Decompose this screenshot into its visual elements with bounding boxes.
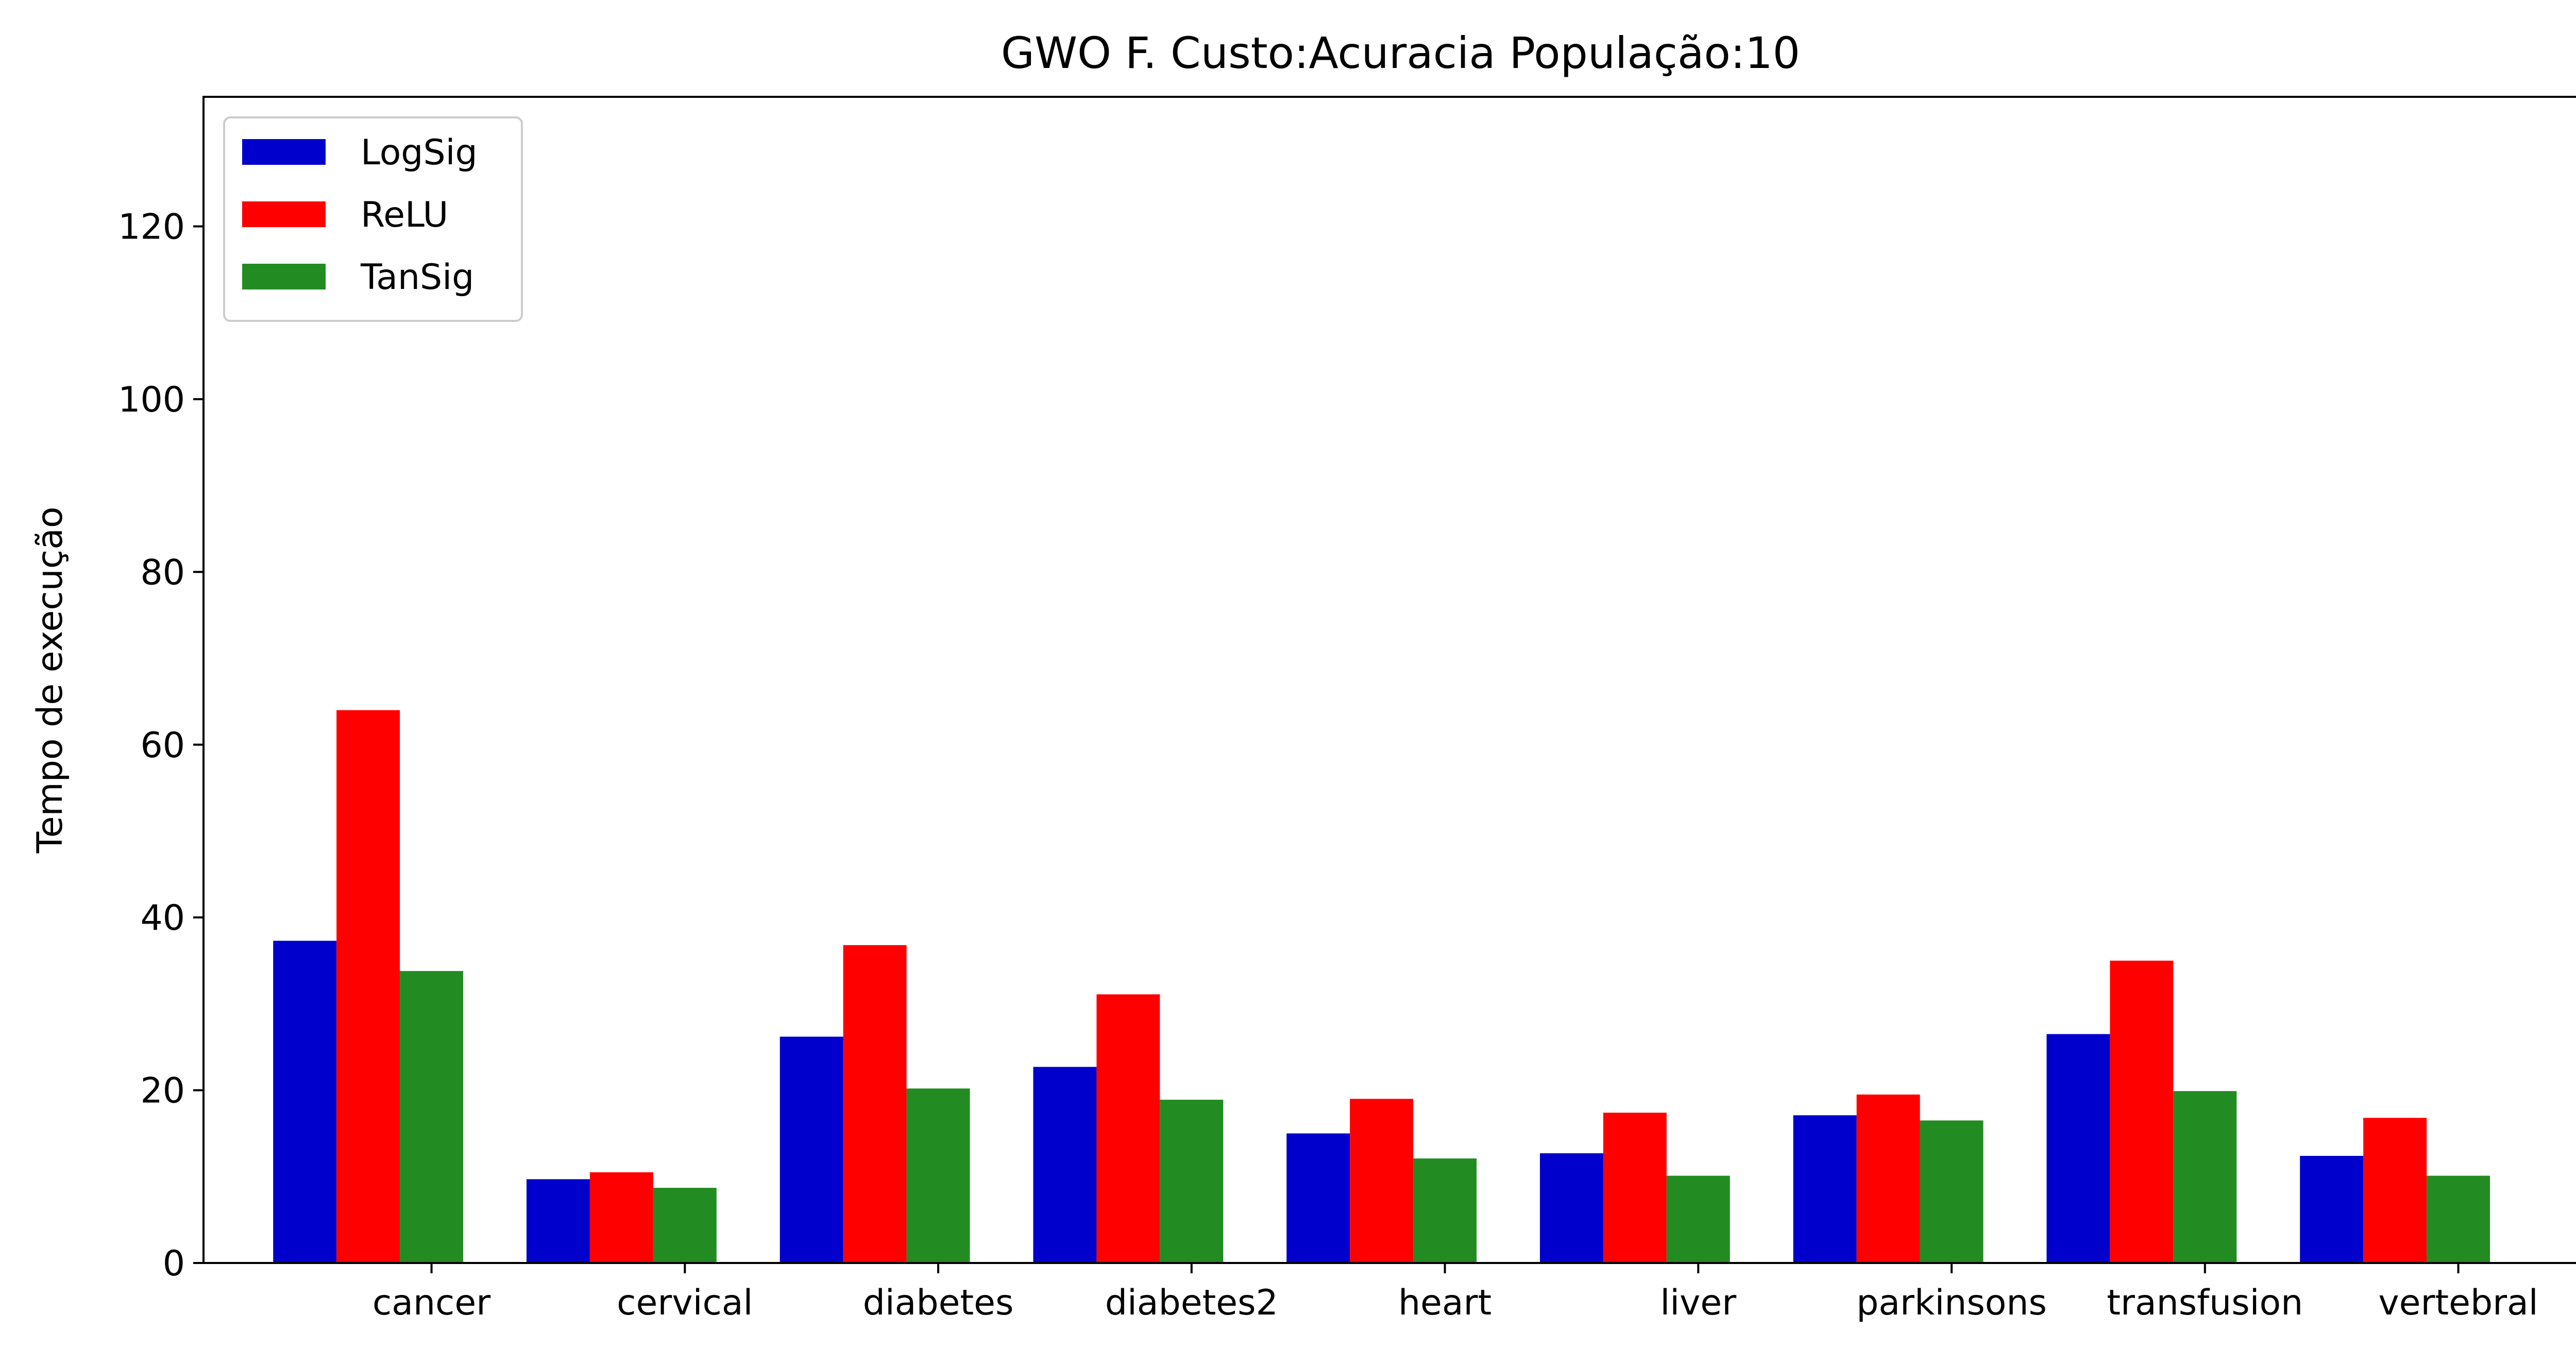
x-tick-label: vertebral <box>2378 1283 2538 1323</box>
x-tick-label: cancer <box>372 1283 490 1323</box>
bar-relu-heart <box>1350 1099 1414 1263</box>
bar-tansig-cervical <box>653 1188 717 1263</box>
chart-title: GWO F. Custo:Acuracia População:10 <box>1001 28 1800 78</box>
bar-logsig-diabetes <box>779 1036 843 1263</box>
x-tick-label: transfusion <box>2107 1283 2303 1323</box>
bar-logsig-cervical <box>526 1179 590 1263</box>
bar-logsig-vertebral <box>2300 1156 2364 1263</box>
x-axis: cancer cervical diabetes diabetes2 heart live… <box>372 1263 2538 1323</box>
x-tick-label: diabetes2 <box>1105 1283 1278 1323</box>
legend-swatch-relu <box>242 201 326 227</box>
y-tick-label: 120 <box>118 207 185 248</box>
plot-frame <box>202 96 2576 1264</box>
legend-swatch-logsig <box>242 139 326 165</box>
x-tick-label: diabetes <box>863 1283 1014 1323</box>
bar-relu-cancer <box>336 710 400 1263</box>
bar-relu-vertebral <box>2363 1118 2427 1263</box>
y-tick-label: 20 <box>140 1071 185 1112</box>
legend-label: TanSig <box>360 257 474 298</box>
bar-relu-cervical <box>589 1172 653 1263</box>
bars-group <box>273 710 2490 1263</box>
bar-relu-parkinsons <box>1856 1094 1920 1263</box>
legend: LogSig ReLU TanSig <box>223 116 523 322</box>
x-tick-label: cervical <box>617 1283 753 1323</box>
bar-relu-transfusion <box>2110 961 2174 1263</box>
y-axis: 0 20 40 60 80 100 120 <box>118 207 204 1284</box>
legend-label: LogSig <box>361 132 478 173</box>
bar-tansig-heart <box>1413 1158 1477 1263</box>
bar-relu-liver <box>1603 1113 1667 1263</box>
y-tick-label: 40 <box>140 898 185 938</box>
bar-relu-diabetes <box>843 945 907 1263</box>
legend-swatch-tansig <box>242 264 326 289</box>
y-tick-label: 60 <box>140 725 185 766</box>
x-tick-label: heart <box>1398 1283 1492 1323</box>
bar-logsig-liver <box>1539 1153 1603 1263</box>
y-axis-label: Tempo de execução <box>30 507 71 854</box>
bar-tansig-diabetes2 <box>1160 1100 1224 1263</box>
y-tick-label: 100 <box>118 380 185 420</box>
bar-tansig-cancer <box>400 971 464 1263</box>
y-tick-label: 80 <box>140 552 185 593</box>
bar-tansig-diabetes <box>906 1088 970 1263</box>
bar-logsig-cancer <box>273 941 337 1263</box>
bar-tansig-liver <box>1666 1175 1730 1263</box>
bar-logsig-parkinsons <box>1793 1115 1857 1263</box>
y-tick-label: 0 <box>163 1243 185 1284</box>
x-tick-label: parkinsons <box>1856 1283 2047 1323</box>
x-tick-label: liver <box>1660 1283 1736 1323</box>
bar-relu-diabetes2 <box>1096 994 1160 1263</box>
bar-tansig-vertebral <box>2427 1175 2490 1263</box>
bar-logsig-diabetes2 <box>1033 1067 1097 1263</box>
bar-logsig-heart <box>1286 1133 1350 1263</box>
bar-tansig-transfusion <box>2173 1091 2237 1263</box>
bar-logsig-transfusion <box>2046 1034 2110 1263</box>
legend-label: ReLU <box>361 195 448 235</box>
bar-tansig-parkinsons <box>1920 1120 1984 1263</box>
